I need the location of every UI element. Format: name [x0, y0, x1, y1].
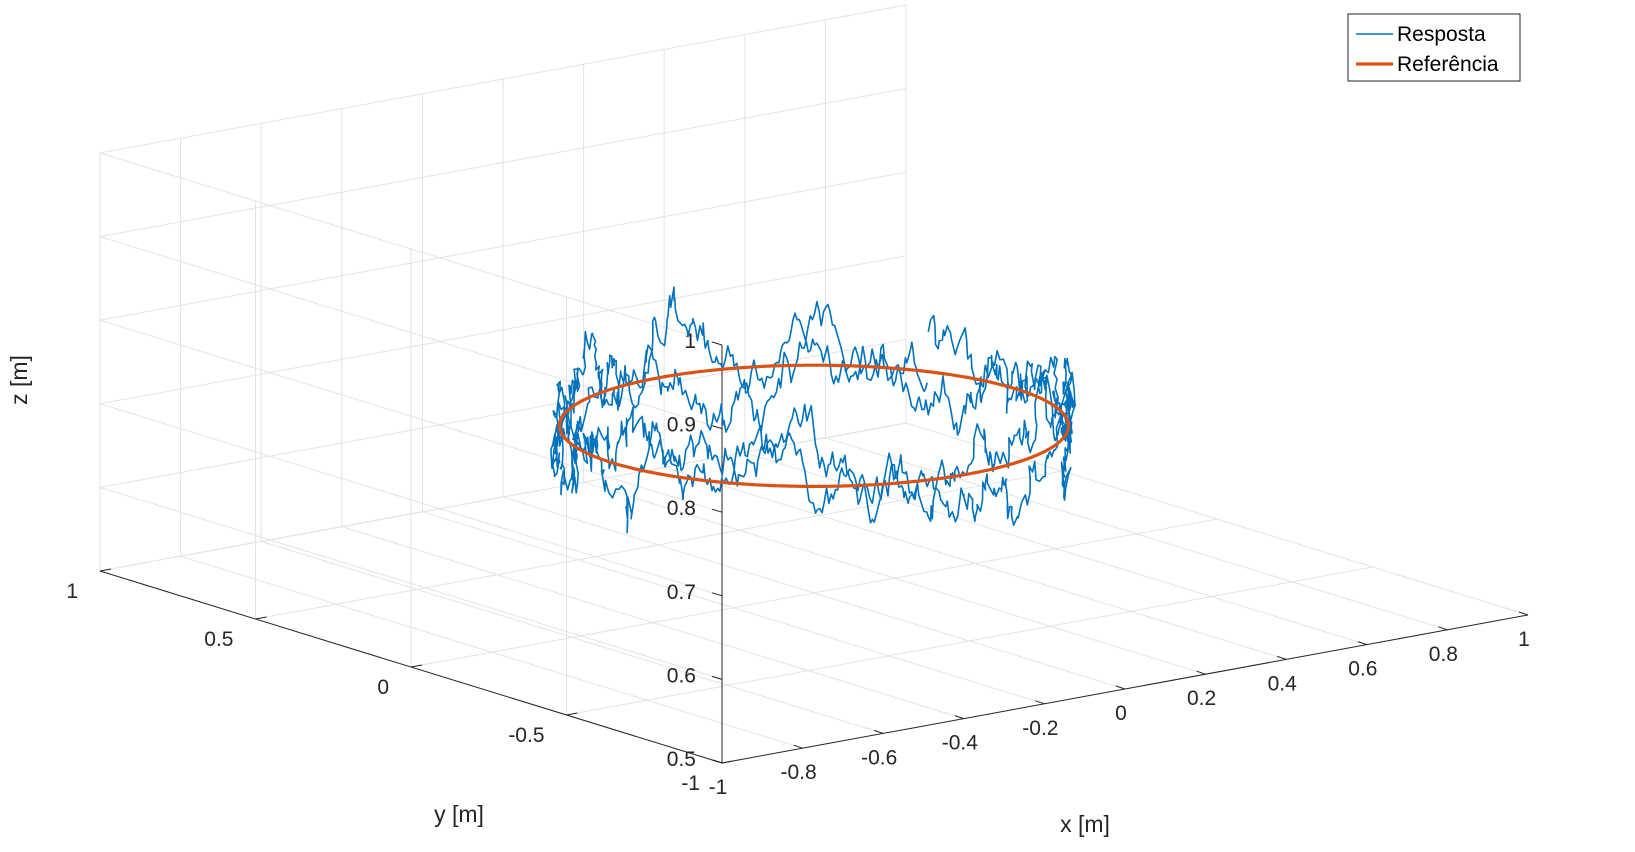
x-tick-mark: [1357, 641, 1367, 646]
x-tick-label: 0: [1115, 702, 1127, 725]
x-tick-mark: [1438, 626, 1448, 631]
x-tick-mark: [874, 729, 884, 734]
z-tick-mark: [711, 592, 723, 597]
y-tick-mark: [255, 616, 267, 620]
series-resposta-line: [550, 286, 1077, 534]
x-tick-label: -0.8: [781, 761, 817, 784]
x-tick-mark: [1115, 685, 1126, 690]
y-tick-label: 1: [66, 580, 78, 603]
grid-backwall-z-line: [99, 255, 907, 405]
x-axis-label: x [m]: [1060, 811, 1110, 837]
x-tick-mark: [1196, 670, 1206, 675]
x-tick-mark: [793, 744, 803, 749]
legend-label-resposta: Resposta: [1397, 23, 1486, 46]
x-tick-label: 0.6: [1348, 658, 1377, 681]
x-tick-label: -0.6: [861, 746, 897, 769]
z-tick-mark: [711, 675, 723, 680]
grid-backwall-z-line: [99, 4, 907, 154]
grid-sidewall-z-line: [99, 319, 723, 513]
x-tick-label: -0.4: [942, 732, 979, 755]
y-tick-label: -0.5: [508, 724, 544, 747]
z-tick-label: 0.5: [667, 748, 696, 771]
y-tick-label: 0.5: [204, 628, 233, 651]
y-tick-label: -1: [681, 772, 700, 795]
legend: Resposta Referência: [1347, 13, 1521, 82]
tick-labels: -1 -0.8 -0.6 -0.4 -0.2 0 0.2 0.4 0.6 0.8 1 -1 -0.5 0 0…: [66, 330, 1530, 799]
x-tick-mark: [1277, 655, 1287, 660]
x-tick-mark: [1035, 700, 1045, 705]
grid-floor-y-line: [566, 566, 1373, 716]
grid-backwall-z-line: [99, 88, 907, 238]
y-tick-mark: [721, 760, 734, 764]
z-tick-label: 1: [684, 330, 696, 353]
grid-backwall-z-line: [99, 338, 907, 488]
series: [550, 286, 1077, 534]
grid-backwall-z-line: [99, 422, 907, 572]
x-tick-label: 0.2: [1187, 687, 1216, 710]
z-axis-label: z [m]: [6, 355, 32, 405]
x-tick-mark: [1518, 611, 1529, 616]
z-tick-label: 0.6: [667, 664, 696, 687]
z-tick-label: 0.8: [667, 497, 696, 520]
z-tick-label: 0.9: [667, 414, 696, 437]
grid-backwall-z-line: [99, 171, 907, 321]
z-tick-label: 0.7: [667, 581, 696, 604]
z-tick-mark: [711, 508, 723, 513]
axes: [99, 341, 1529, 764]
legend-box: [1347, 13, 1521, 82]
grid-lines: [99, 4, 1529, 764]
grid-floor-y-line: [255, 470, 1062, 620]
y-axis-label: y [m]: [434, 801, 484, 827]
z-tick-mark: [711, 425, 723, 430]
x-tick-label: 0.8: [1429, 643, 1458, 666]
series-referencia-line: [557, 363, 1071, 488]
legend-label-referencia: Referência: [1397, 53, 1499, 76]
z-tick-mark: [711, 759, 723, 764]
x-tick-label: 0.4: [1268, 672, 1298, 695]
z-tick-mark: [711, 341, 723, 346]
grid-sidewall-z-line: [99, 486, 723, 680]
y-tick-mark: [410, 664, 423, 668]
x-tick-label: 1: [1518, 628, 1530, 651]
y-tick-mark: [566, 712, 578, 716]
grid-floor-y-line: [410, 518, 1218, 668]
y-tick-label: 0: [377, 676, 389, 699]
grid-sidewall-z-line: [99, 152, 723, 346]
y-tick-mark: [99, 568, 112, 572]
x-tick-label: -0.2: [1022, 717, 1058, 740]
x-tick-label: -1: [709, 776, 728, 799]
x-tick-mark: [954, 715, 964, 720]
grid-sidewall-z-line: [99, 403, 723, 597]
